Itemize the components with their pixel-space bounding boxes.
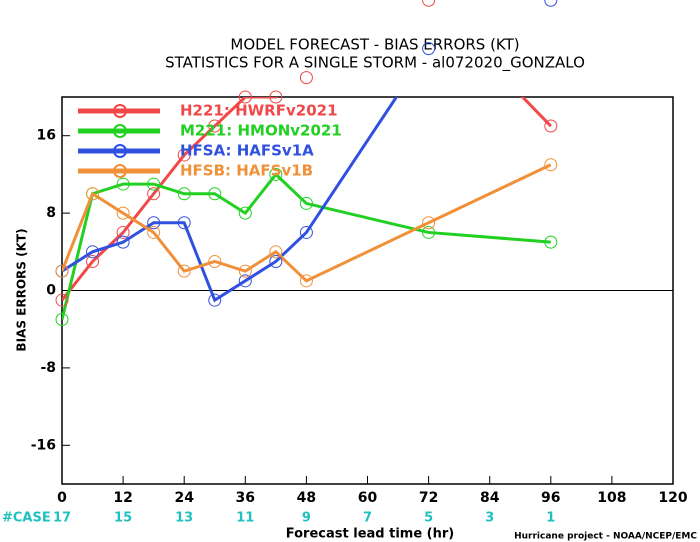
y-axis-label: BIAS ERRORS (KT) [15,228,29,351]
point [299,196,313,210]
series-line [62,163,552,283]
point [147,187,161,201]
point [86,254,100,268]
legend-marker [113,104,127,118]
point [208,293,222,307]
case-count: 11 [236,511,254,526]
x-tick-label: 36 [236,490,255,506]
x-tick-label: 84 [480,490,500,506]
series-line [62,97,399,303]
legend-marker [113,164,127,178]
point [422,216,436,230]
point [86,187,100,201]
point [269,90,283,104]
point [299,274,313,288]
case-count: 17 [53,511,71,526]
point [422,42,436,56]
case-count: 9 [302,511,311,526]
point [208,119,222,133]
point [177,148,191,162]
point [55,293,69,307]
point [238,206,252,220]
x-tick-label: 96 [541,490,560,506]
point [55,264,69,278]
point [422,0,436,7]
legend-marker [113,144,127,158]
legend-label: H221: HWRFv2021 [180,102,338,120]
point [116,235,130,249]
point [269,254,283,268]
chart-title: MODEL FORECAST - BIAS ERRORS (KT) [230,36,519,54]
series-line [62,172,551,320]
point [177,264,191,278]
case-count: 3 [485,511,494,526]
point [147,216,161,230]
point [55,313,69,327]
point [544,235,558,249]
point [147,225,161,239]
point [116,177,130,191]
footer: Hurricane project - NOAA/NCEP/EMC [514,532,697,542]
plot-frame [61,96,674,485]
x-tick-label: 24 [174,490,194,506]
y-tick-label: -8 [40,360,56,376]
point [544,158,558,172]
legend-label: HFSA: HAFSv1A [180,142,314,160]
case-count: 15 [114,511,132,526]
point [238,90,252,104]
x-tick-label: 120 [658,490,687,506]
chart-subtitle: STATISTICS FOR A SINGLE STORM - al072020… [165,54,585,73]
x-tick-label: 12 [113,490,132,506]
point [238,274,252,288]
point [116,225,130,239]
y-tick-label: 16 [37,128,56,144]
point [238,264,252,278]
point [177,187,191,201]
case-label: #CASE [2,511,51,526]
point [86,245,100,259]
y-tick-label: 8 [46,205,56,221]
point [177,216,191,230]
x-tick-label: 0 [57,490,67,506]
legend-label: HFSB: HAFSv1B [180,162,313,180]
x-tick-label: 60 [358,490,378,506]
point [116,206,130,220]
x-tick-label: 72 [419,490,438,506]
series-line [62,97,552,302]
point [269,245,283,259]
point [299,225,313,239]
legend-label: M221: HMONv2021 [180,122,342,140]
point [544,0,558,7]
y-tick-label: -16 [31,437,56,453]
x-axis-label: Forecast lead time (hr) [286,527,454,542]
point [544,119,558,133]
case-count: 13 [175,511,193,526]
case-count: 5 [424,511,433,526]
y-tick-label: 0 [46,283,56,299]
legend-marker [113,124,127,138]
case-count: 1 [546,511,555,526]
plot-area [62,97,552,320]
point [147,177,161,191]
point [269,167,283,181]
point [208,187,222,201]
x-tick-label: 108 [597,490,626,506]
case-count: 7 [363,511,372,526]
point [299,71,313,85]
point [422,225,436,239]
x-tick-label: 48 [297,490,316,506]
point [208,254,222,268]
